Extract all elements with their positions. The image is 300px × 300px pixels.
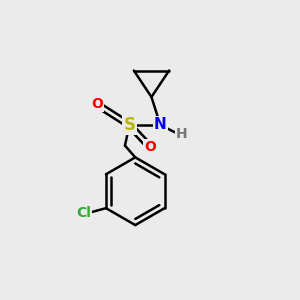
Text: S: S — [123, 116, 135, 134]
Text: O: O — [144, 140, 156, 154]
Text: H: H — [176, 127, 187, 141]
Text: O: O — [91, 98, 103, 111]
Text: Cl: Cl — [76, 206, 91, 220]
Text: N: N — [154, 118, 167, 133]
